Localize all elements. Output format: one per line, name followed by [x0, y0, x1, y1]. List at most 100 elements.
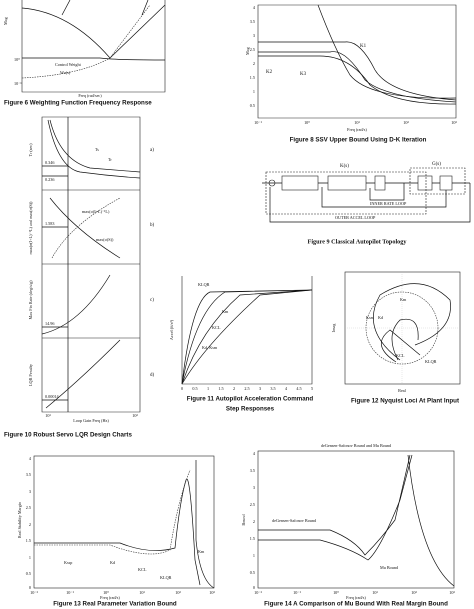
caption: Figure 14 A Comparison of Mu Bound With … — [264, 601, 448, 608]
label: Kssp — [64, 560, 72, 565]
label: Ts — [95, 147, 99, 152]
tick: 0.5 — [250, 103, 255, 108]
tick: 3.5 — [26, 472, 31, 477]
curve — [21, 4, 151, 79]
label: KLQR — [160, 575, 172, 580]
label: OUTER ACCEL LOOP — [335, 215, 376, 220]
tick: 3.5 — [250, 468, 255, 473]
curve — [407, 454, 455, 587]
tick: 1 — [29, 555, 31, 560]
tick: 1 — [253, 89, 255, 94]
tick: 10⁻¹ — [14, 81, 22, 86]
caption: Figure 12 Nyquist Loci At Plant Input — [351, 398, 459, 405]
curve — [373, 283, 451, 361]
ylabel: Mag — [245, 46, 250, 55]
label: KCL — [138, 567, 147, 572]
tick: 10⁰ — [333, 590, 339, 595]
ylabel: Mag — [3, 16, 8, 25]
tick: 10² — [175, 590, 181, 595]
tick: 10¹ — [139, 590, 145, 595]
label: K3 — [300, 72, 307, 77]
figure-weight: 10⁰ 10⁻¹ Mag Control Weight Wz(s) Freq (… — [3, 0, 166, 107]
marker — [42, 165, 68, 177]
xlabel: Freq (rad/sec) — [78, 93, 102, 98]
label: 14.96 — [45, 321, 54, 326]
tick: 10⁰ — [14, 57, 20, 62]
tick: 10⁰ — [304, 120, 310, 125]
tick: 2 — [233, 386, 235, 391]
tick: 0.5 — [250, 570, 255, 575]
label: KCL — [212, 325, 221, 330]
tick: 0 — [29, 585, 31, 590]
tick: 10¹ — [354, 120, 360, 125]
label: 0.00014 — [45, 394, 60, 399]
label: K(s) — [340, 164, 349, 169]
curve — [21, 4, 166, 59]
tick: 10⁻¹ — [293, 590, 301, 595]
label: K2 — [266, 70, 273, 75]
label: Km — [198, 549, 205, 554]
tick: 1.5 — [250, 536, 255, 541]
axes — [41, 116, 141, 413]
axes — [33, 455, 215, 589]
block — [439, 175, 453, 191]
tick: 3.5 — [250, 19, 255, 24]
ylabel: Tr (sec) — [28, 143, 33, 157]
curve — [34, 478, 201, 586]
tick: 2 — [253, 519, 255, 524]
caption: Figure 8 SSV Upper Bound Using D-K Itera… — [290, 137, 427, 144]
label: G(s) — [432, 162, 441, 167]
tick: 3.5 — [270, 386, 275, 391]
tick: 2.5 — [244, 386, 249, 391]
figure-nyquist: Imag Km Ksm Kd KCL KLQR Real Figure 12 N… — [331, 271, 461, 405]
tag: b) — [150, 223, 155, 228]
ylabel: Bound — [241, 514, 246, 526]
label: 0.236 — [45, 177, 54, 182]
caption: Step Responses — [226, 406, 275, 413]
figure-topology: K(s) G(s) INNER RATE LOOP OUTER ACCEL LO… — [262, 162, 471, 245]
curve — [41, 274, 111, 335]
label: Wz(s) — [60, 70, 71, 75]
xlabel: Freq (rad/s) — [100, 595, 120, 600]
tick: 10² — [411, 590, 417, 595]
caption: Figure 10 Robust Servo LQR Design Charts — [4, 432, 132, 439]
label: Km — [222, 309, 229, 314]
unit-circle — [365, 291, 439, 365]
label: Mu Bound — [380, 565, 399, 570]
block — [374, 175, 386, 191]
tick: 1 — [207, 386, 209, 391]
xlabel: Real — [398, 388, 407, 393]
tick: 2 — [253, 61, 255, 66]
curve — [45, 339, 121, 409]
tick: 10⁻¹ — [254, 120, 262, 125]
ylabel: Real Stability Margin — [17, 501, 22, 538]
ylabel: LQR Penalty — [28, 363, 33, 386]
label: max(σ(S)) — [96, 237, 114, 242]
tag: d) — [150, 373, 155, 378]
tick: 10² — [132, 413, 138, 418]
figure-real: Real Stability Margin 4 3.5 3 2.5 2 1.5 … — [17, 455, 215, 608]
tag: a) — [150, 148, 154, 153]
tick: 10⁻² — [254, 590, 262, 595]
label: Kd — [378, 315, 384, 320]
axes — [257, 4, 457, 119]
tick: 10⁻¹ — [66, 590, 74, 595]
tick: 10² — [403, 120, 409, 125]
controller-box — [265, 171, 427, 215]
figure-mu: deGensen-Safonov Bound and Mu Bound Boun… — [241, 443, 455, 608]
tick: 1 — [253, 553, 255, 558]
tick: 10¹ — [372, 590, 378, 595]
figure-ssv: K1 K2 K3 Mag 4 3.5 3 2.5 2 1.5 1 0.5 10⁻… — [245, 4, 457, 144]
tick: 0.5 — [26, 571, 31, 576]
curve — [181, 289, 313, 385]
curve — [381, 318, 421, 363]
figure-step: Accel (ft/s²) KLQR Km KCL Kd, Ksm 0 0.5 … — [169, 276, 313, 413]
label: Km — [400, 297, 407, 302]
label: KLQR — [425, 359, 437, 364]
grid — [345, 272, 460, 384]
label: Control Weight — [55, 62, 82, 67]
tick: 10³ — [451, 120, 457, 125]
curve — [258, 454, 413, 561]
tick: 1.5 — [218, 386, 223, 391]
